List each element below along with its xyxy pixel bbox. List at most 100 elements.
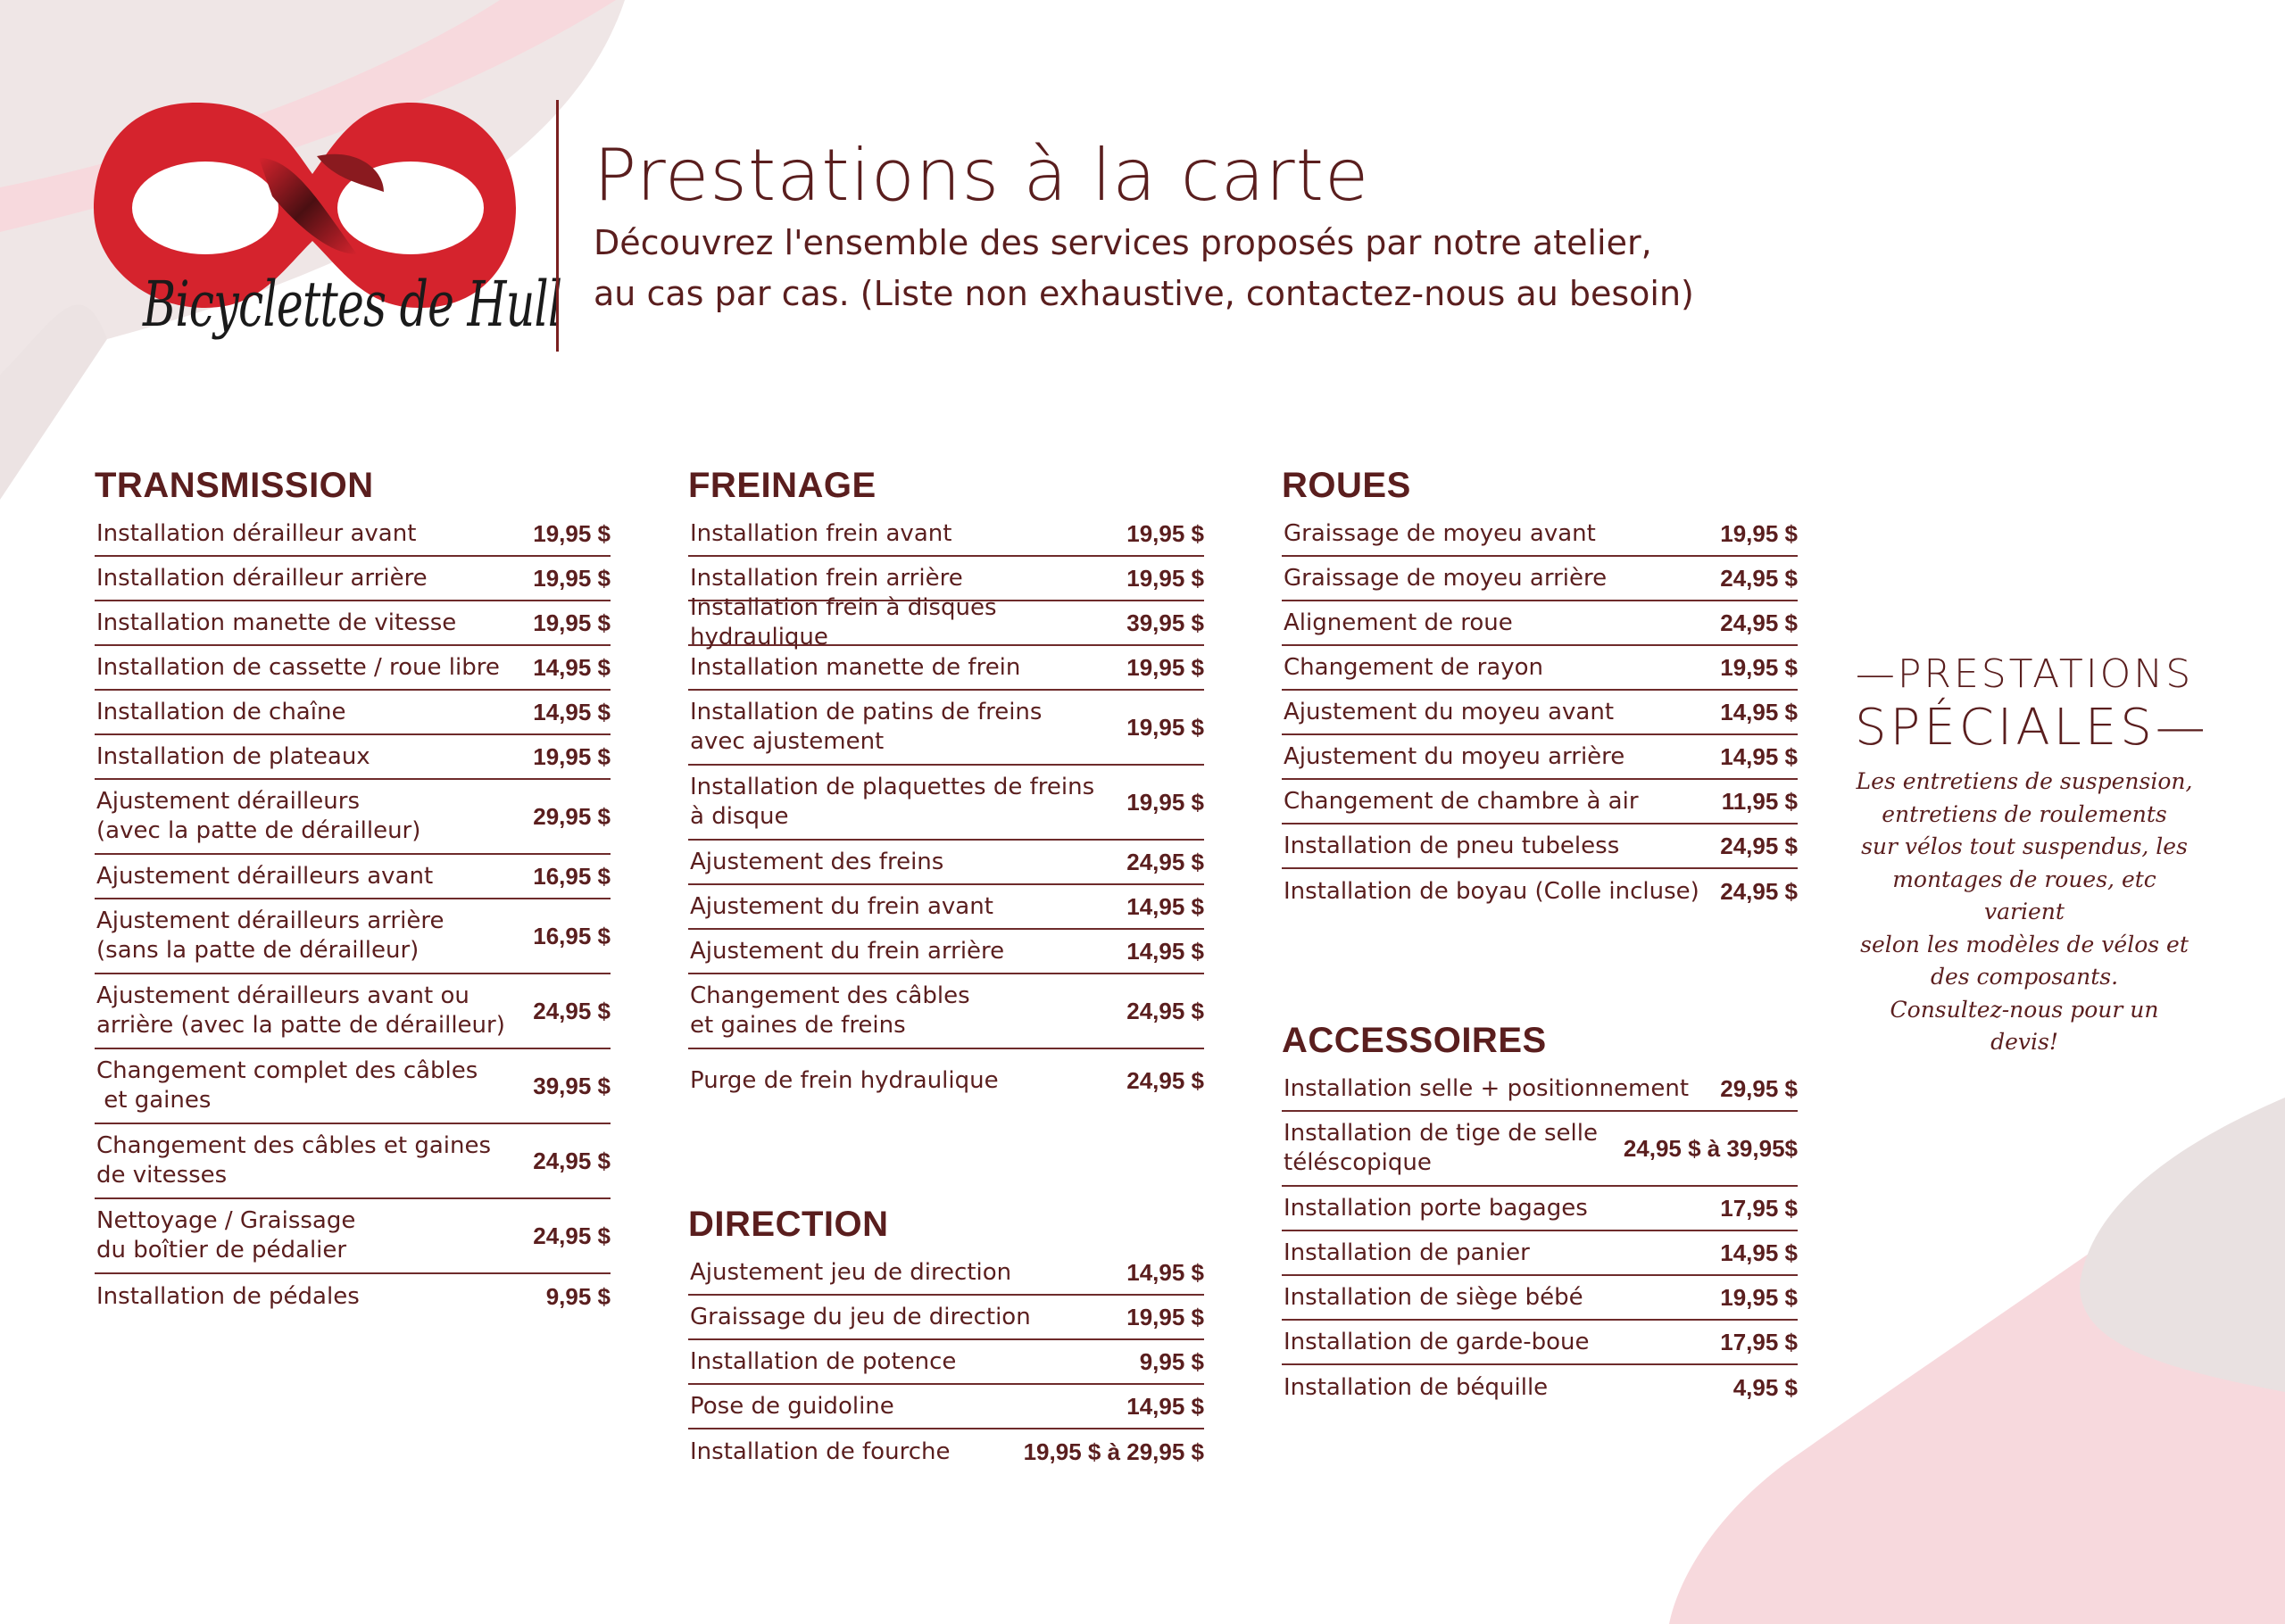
service-label: Ajustement du moyeu arrière <box>1284 742 1711 772</box>
service-label: Graissage de moyeu arrière <box>1284 564 1711 593</box>
service-price: 29,95 $ <box>1720 1074 1798 1102</box>
service-price: 17,95 $ <box>1720 1194 1798 1222</box>
price-row: Changement complet des câbles et gaines 3… <box>95 1049 611 1124</box>
service-label: Ajustement dérailleurs avant <box>96 862 524 891</box>
service-price: 9,95 $ <box>545 1282 611 1310</box>
service-price: 11,95 $ <box>1721 787 1798 815</box>
price-row: Ajustement des freins 24,95 $ <box>688 841 1204 885</box>
price-list: Ajustement jeu de direction 14,95 $ Graiss… <box>688 1251 1204 1474</box>
service-label-line: Installation de pédales <box>96 1282 360 1310</box>
service-price: 19,95 $ à 29,95 $ <box>1023 1438 1204 1465</box>
service-label-line: Ajustement des freins <box>690 848 944 875</box>
price-row: Ajustement du frein avant 14,95 $ <box>688 885 1204 930</box>
service-label-line: Installation frein avant <box>690 519 952 547</box>
page-title: Prestations à la carte <box>594 134 1370 217</box>
service-label: Ajustement des freins <box>690 848 1118 877</box>
page-subtitle-line-1: Découvrez l'ensemble des services propos… <box>594 223 1652 262</box>
service-label-line: Installation porte bagages <box>1284 1194 1588 1222</box>
service-label: Changement de rayon <box>1284 653 1711 683</box>
service-price: 19,95 $ <box>533 564 611 592</box>
price-row: Purge de frein hydraulique 24,95 $ <box>688 1049 1204 1112</box>
service-label-line: (avec la patte de dérailleur) <box>96 817 421 844</box>
service-label-line: Graissage du jeu de direction <box>690 1303 1031 1330</box>
service-label-line: Installation de garde-boue <box>1284 1328 1590 1355</box>
service-label-line: Installation de cassette / roue libre <box>96 653 500 681</box>
service-label-line: Ajustement du frein arrière <box>690 937 1005 965</box>
section-transmission: TRANSMISSION Installation dérailleur ava… <box>95 464 611 1319</box>
price-row: Changement de chambre à air 11,95 $ <box>1282 780 1798 824</box>
service-label-line: Ajustement dérailleurs arrière <box>96 907 445 934</box>
section-title: ROUES <box>1282 466 1411 505</box>
service-label-line: de vitesses <box>96 1162 228 1189</box>
service-label: Installation de tige de selle téléscopiqu… <box>1284 1119 1615 1178</box>
service-label-line: Ajustement du frein avant <box>690 892 993 920</box>
service-label: Installation de pneu tubeless <box>1284 832 1711 861</box>
service-price: 24,95 $ <box>1720 832 1798 859</box>
service-label: Alignement de roue <box>1284 609 1711 638</box>
service-label-line: Installation dérailleur arrière <box>96 564 428 592</box>
section-title: FREINAGE <box>688 466 877 505</box>
service-label: Changement complet des câbles et gaines <box>96 1056 524 1115</box>
price-row: Installation de patins de freins avec aju… <box>688 691 1204 766</box>
special-text-line: Consultez-nous pour un devis! <box>1890 996 2159 1056</box>
section-title: ACCESSOIRES <box>1282 1021 1547 1060</box>
service-label: Installation porte bagages <box>1284 1194 1711 1223</box>
price-row: Installation frein arrière 19,95 $ <box>688 557 1204 601</box>
service-label-line: Installation de pneu tubeless <box>1284 832 1620 859</box>
service-price: 16,95 $ <box>533 862 611 890</box>
service-price: 14,95 $ <box>1720 698 1798 725</box>
section-title: DIRECTION <box>688 1205 889 1244</box>
service-label: Installation de chaîne <box>96 698 524 727</box>
price-row: Changement des câbles et gaines de freins… <box>688 974 1204 1049</box>
service-label-line: Changement complet des câbles <box>96 1057 478 1084</box>
service-label: Installation de potence <box>690 1347 1131 1377</box>
service-label-line: à disque <box>690 803 789 830</box>
service-label-line: Installation selle + positionnement <box>1284 1074 1690 1102</box>
special-text-line: montages de roues, etc varient <box>1892 866 2156 925</box>
price-row: Installation de pneu tubeless 24,95 $ <box>1282 824 1798 869</box>
service-price: 14,95 $ <box>1126 892 1204 920</box>
price-row: Installation dérailleur arrière 19,95 $ <box>95 557 611 601</box>
service-label-line: Installation de plaquettes de freins <box>690 774 1095 800</box>
price-row: Installation dérailleur avant 19,95 $ <box>95 512 611 557</box>
price-row: Installation de plateaux 19,95 $ <box>95 735 611 780</box>
service-label-line: Ajustement dérailleurs avant <box>96 862 434 890</box>
service-label: Installation de plateaux <box>96 742 524 772</box>
price-list: Graissage de moyeu avant 19,95 $ Graissage… <box>1282 512 1798 914</box>
service-label-line: Graissage de moyeu avant <box>1284 519 1596 547</box>
service-price: 24,95 $ <box>1720 609 1798 636</box>
service-label-line: Changement des câbles et gaines <box>96 1132 492 1159</box>
service-label-line: avec ajustement <box>690 728 885 755</box>
service-price: 19,95 $ <box>1126 564 1204 592</box>
service-label-line: Installation de patins de freins <box>690 699 1043 725</box>
service-price: 39,95 $ <box>533 1072 611 1099</box>
price-row: Ajustement du moyeu arrière 14,95 $ <box>1282 735 1798 780</box>
service-price: 17,95 $ <box>1720 1328 1798 1355</box>
service-price: 24,95 $ <box>533 997 611 1024</box>
service-label: Installation frein arrière <box>690 564 1118 593</box>
price-row: Ajustement du frein arrière 14,95 $ <box>688 930 1204 974</box>
service-price: 24,95 $ <box>1126 997 1204 1024</box>
section-direction: DIRECTION Ajustement jeu de direction 14,… <box>688 1203 1204 1474</box>
service-label: Installation dérailleur avant <box>96 519 524 549</box>
price-row: Graissage du jeu de direction 19,95 $ <box>688 1296 1204 1340</box>
service-label-line: et gaines de freins <box>690 1012 906 1039</box>
service-label: Changement des câbles et gaines de vitess… <box>96 1131 524 1190</box>
service-price: 14,95 $ <box>1720 1239 1798 1266</box>
service-price: 24,95 $ <box>1126 848 1204 875</box>
service-price: 19,95 $ <box>533 609 611 636</box>
price-row: Installation de potence 9,95 $ <box>688 1340 1204 1385</box>
service-label-line: téléscopique <box>1284 1149 1432 1176</box>
service-price: 19,95 $ <box>1720 1283 1798 1311</box>
price-row: Installation porte bagages 17,95 $ <box>1282 1187 1798 1231</box>
service-label-line: Installation de potence <box>690 1347 957 1375</box>
service-label: Ajustement du frein avant <box>690 892 1118 922</box>
special-text-line: Les entretiens de suspension, <box>1856 768 2193 794</box>
service-price: 14,95 $ <box>533 698 611 725</box>
service-label: Changement de chambre à air <box>1284 787 1713 816</box>
price-row: Graissage de moyeu avant 19,95 $ <box>1282 512 1798 557</box>
service-price: 14,95 $ <box>1720 742 1798 770</box>
special-title-line-2: SPÉCIALES— <box>1855 699 2209 757</box>
price-list: Installation frein avant 19,95 $ Installat… <box>688 512 1204 1112</box>
service-label-line: Ajustement du moyeu avant <box>1284 698 1615 725</box>
